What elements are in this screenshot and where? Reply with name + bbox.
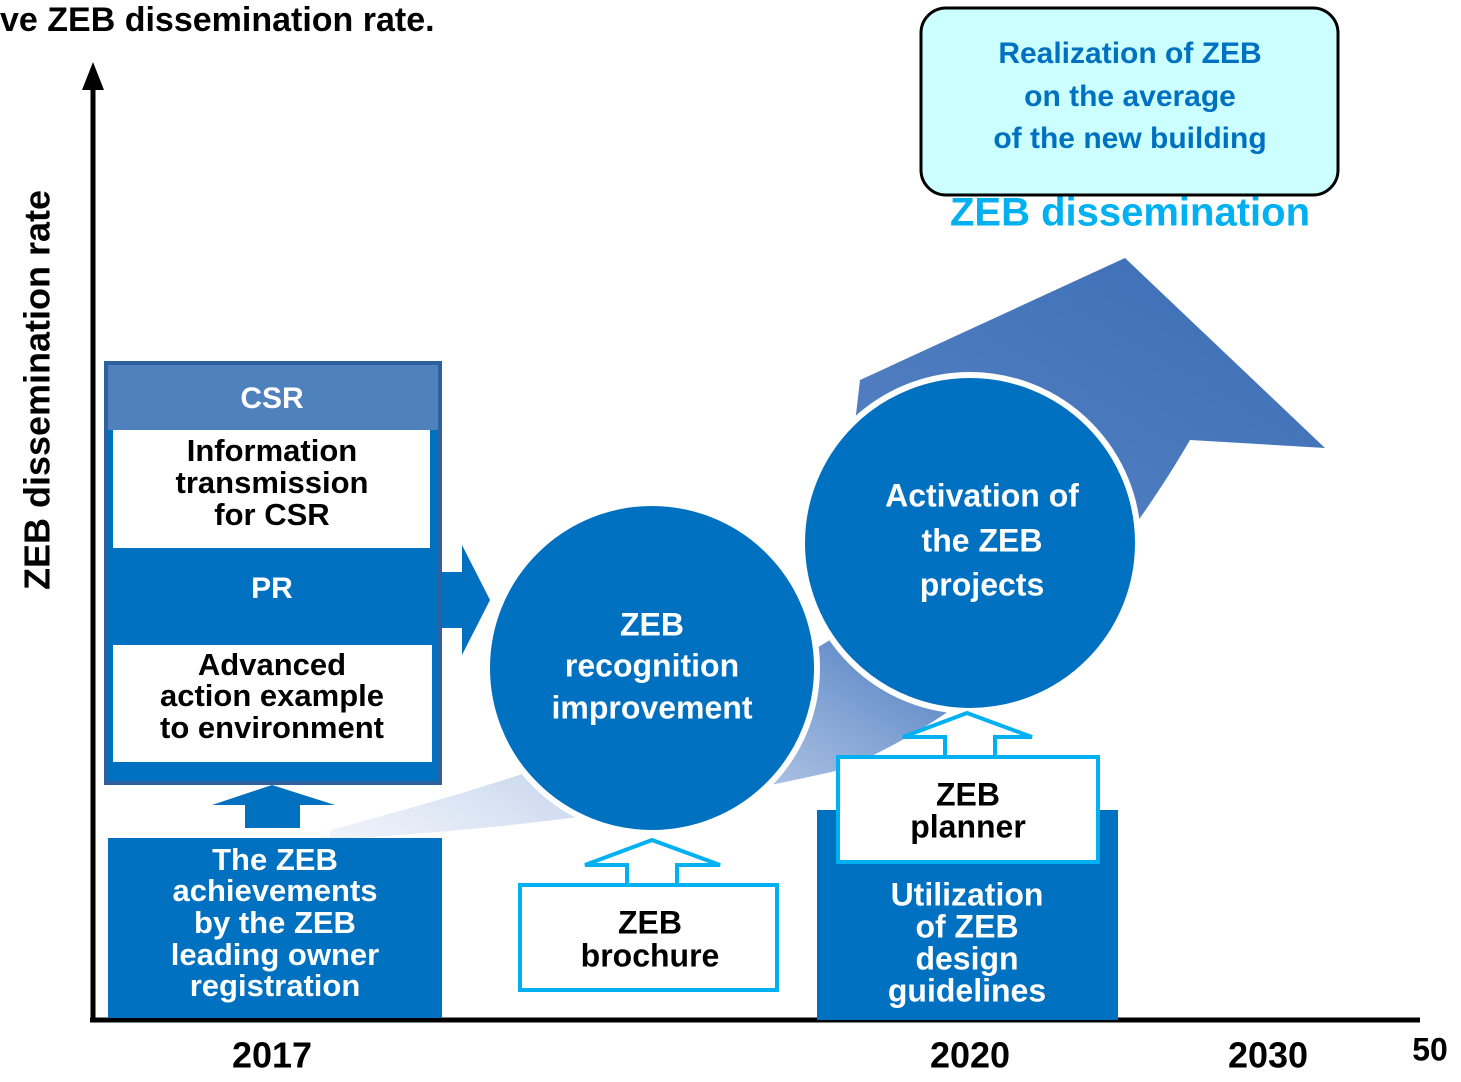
up-arrow-outline xyxy=(584,837,721,887)
circle-text: improvement xyxy=(552,689,753,725)
csr-text: for CSR xyxy=(214,497,329,532)
csr-header-text: CSR xyxy=(240,382,304,415)
owner-text: registration xyxy=(190,968,361,1003)
x-label: 50 xyxy=(1412,1031,1448,1067)
title: ve ZEB dissemination rate. xyxy=(0,1,435,39)
circle-text: projects xyxy=(920,566,1044,602)
planner-box xyxy=(836,755,1100,864)
right-arrow xyxy=(440,545,490,655)
y-axis-arrowhead xyxy=(82,62,104,90)
goal-text: of the new building xyxy=(993,122,1266,155)
guidelines-text: of ZEB xyxy=(915,908,1018,944)
guidelines-text: Utilization xyxy=(891,876,1044,912)
goal-text: Realization of ZEB xyxy=(998,37,1261,70)
x-label: 2030 xyxy=(1228,1035,1308,1076)
x-label: 2017 xyxy=(232,1035,312,1076)
pr-content xyxy=(113,645,432,762)
guidelines-text: guidelines xyxy=(888,972,1046,1008)
csr-content xyxy=(113,430,430,548)
brochure-text: brochure xyxy=(581,937,720,973)
brochure-box xyxy=(518,883,779,992)
pr-text: action example xyxy=(160,678,384,713)
circle-text: Activation of xyxy=(885,477,1079,513)
circle-text: the ZEB xyxy=(922,522,1043,558)
brochure-text: ZEB xyxy=(618,904,682,940)
owner-text: achievements xyxy=(172,873,377,908)
planner-text: planner xyxy=(910,808,1026,844)
y-axis-label: ZEB dissemination rate xyxy=(17,190,58,590)
csr-header xyxy=(108,365,438,430)
circle xyxy=(484,500,820,836)
csr-text: Information xyxy=(187,433,358,468)
goal-box xyxy=(919,6,1340,197)
arrow-label: ZEB dissemination xyxy=(950,191,1310,235)
guidelines-text: design xyxy=(915,940,1018,976)
owner-text: by the ZEB xyxy=(194,905,356,940)
circle-text: ZEB xyxy=(620,606,684,642)
up-arrow xyxy=(212,785,335,828)
csr-text: transmission xyxy=(176,465,369,500)
x-label: 2020 xyxy=(930,1035,1010,1076)
circle-text: recognition xyxy=(565,647,739,683)
pr-header-text: PR xyxy=(251,572,293,605)
pr-text: to environment xyxy=(160,710,384,745)
planner-text: ZEB xyxy=(936,776,1000,812)
pr-text: Advanced xyxy=(198,647,346,682)
owner-text: The ZEB xyxy=(212,842,338,877)
owner-box xyxy=(108,838,442,1018)
growth-arrow xyxy=(330,258,1325,840)
goal-text: on the average xyxy=(1024,80,1236,113)
owner-text: leading owner xyxy=(171,937,379,972)
circle xyxy=(799,372,1141,714)
